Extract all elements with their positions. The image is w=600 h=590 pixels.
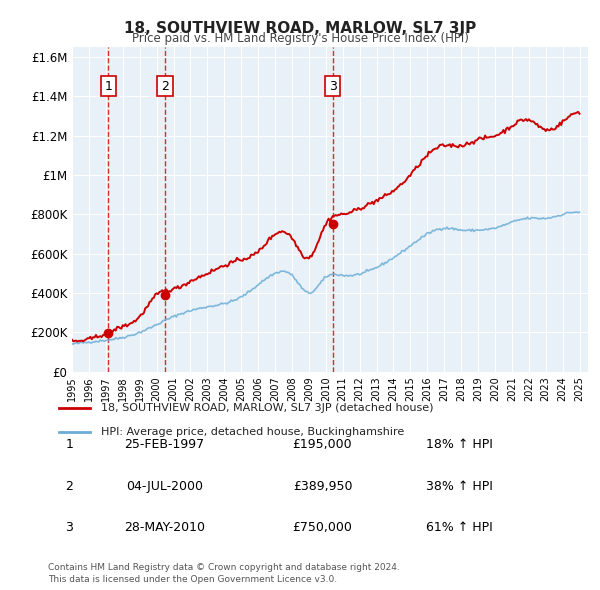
Text: This data is licensed under the Open Government Licence v3.0.: This data is licensed under the Open Gov… xyxy=(48,575,337,584)
Text: 28-MAY-2010: 28-MAY-2010 xyxy=(124,521,205,534)
Text: 18, SOUTHVIEW ROAD, MARLOW, SL7 3JP: 18, SOUTHVIEW ROAD, MARLOW, SL7 3JP xyxy=(124,21,476,35)
Text: 18% ↑ HPI: 18% ↑ HPI xyxy=(427,438,493,451)
Text: HPI: Average price, detached house, Buckinghamshire: HPI: Average price, detached house, Buck… xyxy=(101,427,404,437)
Text: £389,950: £389,950 xyxy=(293,480,352,493)
Text: 2: 2 xyxy=(65,480,73,493)
Text: 25-FEB-1997: 25-FEB-1997 xyxy=(124,438,204,451)
Text: 1: 1 xyxy=(65,438,73,451)
Text: £195,000: £195,000 xyxy=(293,438,352,451)
Text: 61% ↑ HPI: 61% ↑ HPI xyxy=(427,521,493,534)
Text: £750,000: £750,000 xyxy=(293,521,352,534)
Text: 3: 3 xyxy=(329,80,337,93)
Text: 1: 1 xyxy=(104,80,112,93)
Text: 38% ↑ HPI: 38% ↑ HPI xyxy=(427,480,493,493)
Text: Contains HM Land Registry data © Crown copyright and database right 2024.: Contains HM Land Registry data © Crown c… xyxy=(48,563,400,572)
Text: 04-JUL-2000: 04-JUL-2000 xyxy=(125,480,203,493)
Text: 3: 3 xyxy=(65,521,73,534)
Text: 18, SOUTHVIEW ROAD, MARLOW, SL7 3JP (detached house): 18, SOUTHVIEW ROAD, MARLOW, SL7 3JP (det… xyxy=(101,404,433,413)
Text: Price paid vs. HM Land Registry's House Price Index (HPI): Price paid vs. HM Land Registry's House … xyxy=(131,32,469,45)
Text: 2: 2 xyxy=(161,80,169,93)
